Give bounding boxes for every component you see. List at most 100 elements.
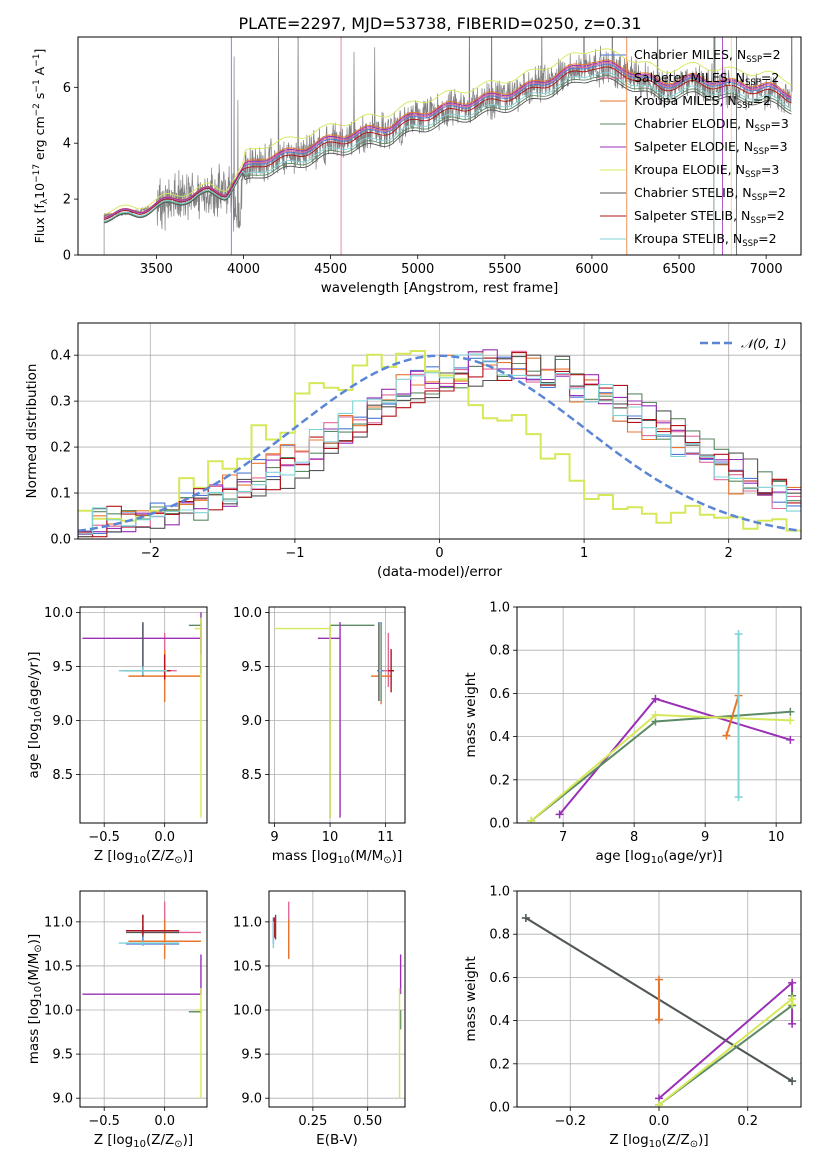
y-tick-label: 6: [63, 81, 71, 96]
x-tick-label: 3500: [140, 262, 173, 277]
y-tick-label: 0.0: [489, 1101, 510, 1116]
residuals-plot-area: [78, 349, 801, 538]
x-tick-label: 5500: [488, 262, 521, 277]
y-tick-label: 10.5: [233, 959, 262, 974]
x-tick-label: 0.2: [737, 1114, 758, 1129]
x-tick-label: 7000: [750, 262, 783, 277]
series-line: [725, 695, 740, 736]
x-tick-label: 10: [322, 830, 339, 845]
y-tick-label: 1.0: [489, 601, 510, 616]
weight_vs_Z-plot-area: [521, 914, 797, 1107]
y-tick-label: 8.5: [52, 768, 73, 783]
y-tick-label: 2: [63, 193, 71, 208]
weight_vs_Z-series: [521, 914, 797, 1107]
mass_vs_EBV-plot-area: [272, 901, 402, 1099]
y-tick-label: 0.2: [489, 773, 510, 788]
x-tick-label: 7: [559, 830, 567, 845]
age_vs_Z-points: [82, 612, 202, 818]
mass_vs_Z-axes: −0.5 0.0 9.0 9.5 10.0 10.5 11.0 Z [log10(Z/Z⊙)]…: [26, 890, 208, 1150]
x-tick-label: −0.5: [88, 830, 120, 845]
y-axis-label: Flux [fλ10−17 erg cm−2 s−1 A−1]: [32, 49, 50, 244]
x-axis-label: Z [log10(Z/Z⊙)]: [609, 1132, 708, 1150]
model-spectrum-salpeter-stelib: [103, 66, 792, 221]
legend-label: Salpeter STELIB, NSSP=2: [634, 208, 785, 226]
x-tick-label: 9: [701, 830, 709, 845]
x-tick-label: 10: [768, 830, 785, 845]
y-tick-label: 0.6: [489, 687, 510, 702]
legend-label: Chabrier ELODIE, NSSP=3: [634, 116, 789, 134]
x-tick-label: −0.2: [554, 1114, 586, 1129]
y-tick-label: 0.4: [489, 730, 510, 745]
legend-label: Kroupa STELIB, NSSP=2: [634, 231, 777, 249]
residuals-frame: [77, 322, 802, 540]
x-axis-label: Z [log10(Z/Z⊙)]: [94, 848, 193, 866]
x-tick-label: 8: [630, 830, 638, 845]
y-tick-label: 0.8: [489, 928, 510, 943]
x-tick-label: 4000: [227, 262, 260, 277]
x-tick-label: 9: [270, 830, 278, 845]
x-axis-label: age [log10(age/yr)]: [595, 848, 722, 866]
x-tick-label: 0.0: [649, 1114, 670, 1129]
y-tick-label: 0.4: [50, 349, 71, 364]
age_vs_mass-plot-area: [274, 622, 394, 818]
x-axis-label: mass [log10(M/M⊙)]: [272, 848, 402, 866]
y-tick-label: 9.0: [241, 1092, 262, 1107]
series-line: [530, 713, 791, 822]
legend-label: Salpeter ELODIE, NSSP=3: [634, 139, 788, 157]
mass_vs_Z-points: [82, 901, 202, 1099]
x-tick-label: −0.5: [88, 1114, 120, 1129]
x-axis-label: (data-model)/error: [377, 564, 503, 580]
x-tick-label: 0.50: [353, 1114, 382, 1129]
y-tick-label: 9.0: [52, 1092, 73, 1107]
y-axis-label: mass weight: [463, 956, 479, 1041]
y-tick-label: 10.0: [233, 1004, 262, 1019]
y-tick-label: 1.0: [489, 885, 510, 900]
histogram-kroupa-stelib: [78, 353, 801, 535]
x-tick-label: 1: [580, 546, 588, 561]
x-tick-label: 4500: [314, 262, 347, 277]
x-tick-label: 5000: [401, 262, 434, 277]
y-tick-label: 0.3: [50, 395, 71, 410]
age_vs_Z-plot-area: [82, 612, 202, 818]
y-tick-label: 0.0: [489, 817, 510, 832]
weight_vs_age-axes: 7 8 9 10 0.0 0.2 0.4 0.6 0.8 1.0 age [log10(age/yr…: [463, 601, 802, 866]
y-tick-label: 9.0: [52, 714, 73, 729]
y-tick-label: 0: [63, 249, 71, 264]
y-tick-label: 0.2: [489, 1057, 510, 1072]
y-tick-label: 0.0: [50, 533, 71, 548]
y-axis-label: age [log10(age/yr)]: [26, 651, 44, 778]
mass_vs_EBV-axes: 0.25 0.50 9.0 9.5 10.0 10.5 11.0 E(B-V): [233, 890, 406, 1148]
spectrum-plot-area: [103, 37, 793, 255]
y-tick-label: 0.8: [489, 644, 510, 659]
spectrum-curves: [103, 37, 793, 255]
x-tick-label: 6500: [663, 262, 696, 277]
x-tick-label: 2: [725, 546, 733, 561]
x-tick-label: 6000: [575, 262, 608, 277]
x-axis-label: E(B-V): [316, 1132, 358, 1148]
y-tick-label: 9.5: [52, 660, 73, 675]
age_vs_Z-axes: −0.5 0.0 8.5 9.0 9.5 10.0 Z [log10(Z/Z⊙)] age […: [26, 606, 208, 866]
y-tick-label: 0.1: [50, 487, 71, 502]
model-spectrum-chabrier-stelib: [103, 77, 792, 224]
y-tick-label: 10.0: [44, 1004, 73, 1019]
x-tick-label: 11: [377, 830, 394, 845]
spectrum-axes: 3500 4000 4500 5000 5500 6000 6500 7000 0 2 4 6 wave…: [32, 36, 802, 296]
y-tick-label: 8.5: [241, 768, 262, 783]
age_vs_Z-frame: [79, 606, 208, 824]
weight_vs_age-plot-area: [527, 630, 795, 823]
y-tick-label: 9.5: [52, 1048, 73, 1063]
residual-histograms: [78, 349, 801, 538]
y-axis-label: mass weight: [463, 672, 479, 757]
y-tick-label: 10.0: [44, 606, 73, 621]
x-axis-label: Z [log10(Z/Z⊙)]: [94, 1132, 193, 1150]
x-axis-label: wavelength [Angstrom, rest frame]: [321, 280, 559, 296]
gaussian-curve: [78, 354, 801, 533]
mass_vs_Z-frame: [79, 890, 208, 1108]
model-spectrum-chabrier-elodie: [103, 74, 792, 223]
legend-label: Kroupa ELODIE, NSSP=3: [634, 162, 779, 180]
figure-title: PLATE=2297, MJD=53738, FIBERID=0250, z=0…: [238, 14, 641, 33]
y-tick-label: 9.5: [241, 1048, 262, 1063]
y-tick-label: 9.5: [241, 660, 262, 675]
y-tick-label: 0.2: [50, 441, 71, 456]
y-tick-label: 11.0: [233, 915, 262, 930]
